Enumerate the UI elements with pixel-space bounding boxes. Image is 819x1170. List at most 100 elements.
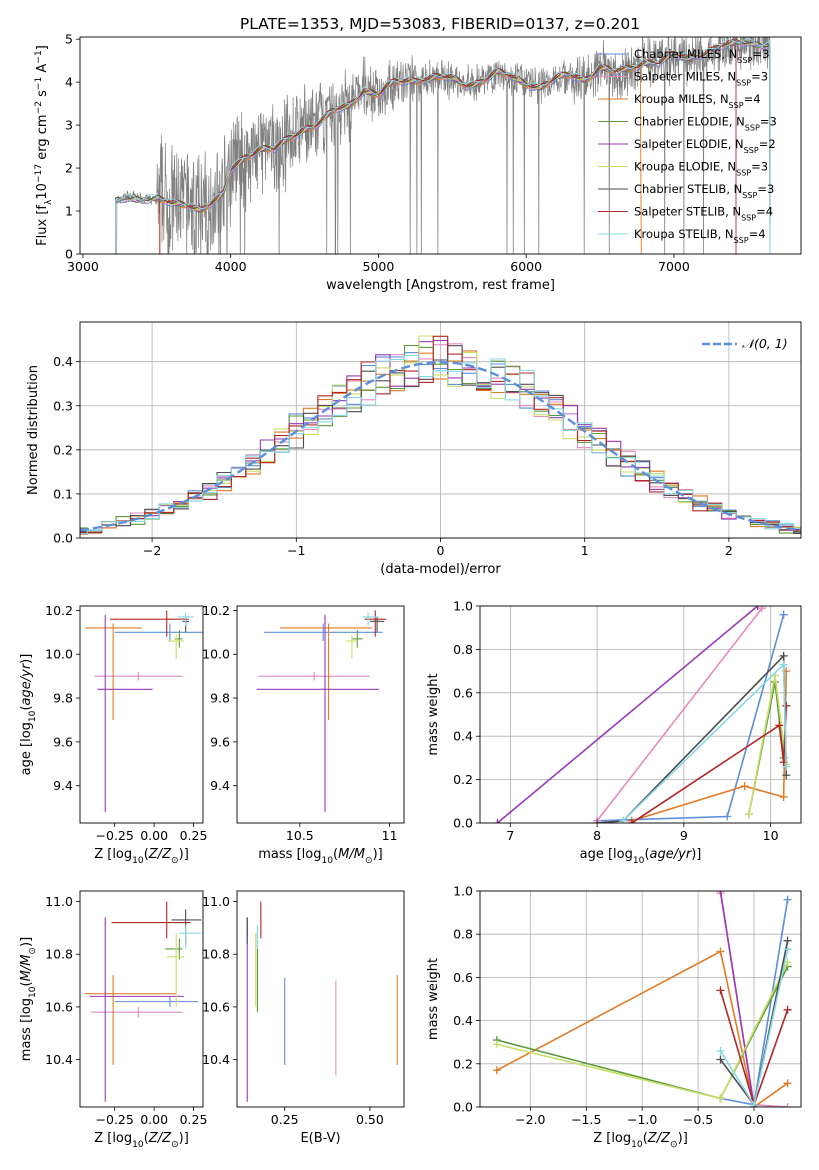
axes-frame [236,890,405,1108]
y-tick-label: 10.8 [202,947,230,962]
observed-spectrum [116,37,771,254]
y-tick-label: 9.6 [53,734,73,749]
y-tick-label: 10.6 [45,999,73,1014]
series-marker [783,1005,792,1014]
figure-title: PLATE=1353, MJD=53083, FIBERID=0137, z=0… [240,15,640,33]
x-tick-label: −2 [143,543,161,558]
errorbar-kroupa-miles [84,975,177,1065]
mass-vs-ebv-panel: 0.25 0.50 10.4 10.6 10.8 11.0 E(B-V) [202,890,405,1146]
series-marker [740,782,749,791]
axes-frame [236,605,405,824]
series-marker [716,986,725,995]
model-spectrum-salpeter-stelib [159,39,737,254]
errorbar-kroupa-elodie [166,933,185,1007]
x-tick-label: 0 [437,543,445,558]
x-tick-label: 5000 [363,259,395,274]
y-tick-label: 0.8 [453,642,473,657]
x-tick-label: −0.25 [96,1112,134,1127]
y-tick-label: 0.4 [53,354,73,369]
y-tick-label: 0.6 [453,685,473,700]
series-kroupa-stelib [716,945,792,1107]
errorbar-chabrier-elodie [351,630,363,648]
series-marker [593,819,602,823]
x-axis-label: wavelength [Angstrom, rest frame] [326,278,555,293]
y-tick-label: 0.8 [453,927,473,942]
series-marker [783,1103,792,1107]
y-tick-label: 1 [65,204,73,219]
series-marker [716,1046,725,1055]
x-tick-label: −1 [287,543,305,558]
y-tick-label: 9.6 [210,734,230,749]
x-tick-label: 0.00 [140,828,168,843]
series-marker [779,792,788,801]
legend-entry: Salpeter MILES, NSSP=3 [634,70,768,88]
series-marker [779,651,788,660]
errorbar-chabrier-miles [114,996,199,1007]
x-tick-label: 0.50 [356,1112,384,1127]
histogram-chabrier-elodie [80,344,801,534]
axes-frame [79,605,204,824]
y-tick-label: 10.4 [45,1052,73,1067]
legend-entry: Kroupa MILES, NSSP=4 [634,92,761,110]
y-tick-label: 10.2 [202,603,230,618]
series-marker [716,1094,725,1103]
series-marker [744,810,753,819]
y-tick-label: 0 [65,247,73,262]
y-tick-label: 9.8 [53,691,73,706]
x-tick-label: 7 [506,828,514,843]
series-marker [757,606,766,613]
series-marker [716,891,725,895]
axes-frame [79,890,204,1108]
y-tick-label: 0.0 [453,816,473,831]
y-axis-label: mass [log10(M/M⊙)] [19,937,38,1061]
line-plot-area [492,891,792,1107]
errorbar-salpeter-elodie [97,614,153,813]
x-tick-label: 10.5 [286,828,314,843]
series-marker [783,1079,792,1088]
x-tick-label: 2 [725,543,733,558]
series-line [496,606,759,823]
y-tick-label: 9.4 [53,778,73,793]
series-line [719,891,755,1107]
errorbar-salpeter-stelib [109,610,189,637]
errorbar-plot-area [256,610,387,813]
x-axis-label: Z [log10(Z/Z⊙)] [593,1131,688,1150]
series-marker [783,945,792,954]
series-kroupa-elodie [492,958,792,1103]
y-tick-label: 10.8 [45,947,73,962]
y-tick-label: 10.2 [45,603,73,618]
y-tick-label: 3 [65,118,73,133]
x-axis-label: (data-model)/error [380,562,501,577]
age-vs-metallicity-panel: −0.25 0.00 0.25 9.4 9.6 9.8 10.0 10.2 Z [log10(Z… [19,603,208,866]
legend-entry: Kroupa STELIB, NSSP=4 [634,227,766,245]
y-axis-label: mass weight [426,958,441,1040]
errorbar-plot-area [84,610,203,813]
y-tick-label: 0.2 [453,772,473,787]
model-spectrum-kroupa-stelib [115,38,771,254]
axes-frame [479,890,802,1108]
x-axis-label: Z [log10(Z/Z⊙)] [94,847,189,866]
y-tick-label: 10.0 [45,647,73,662]
errorbar-kroupa-miles [84,623,142,720]
legend-entry: Chabrier MILES, NSSP=3 [634,47,769,65]
y-tick-label: 10.4 [202,1052,230,1067]
x-tick-label: 4000 [215,259,247,274]
x-axis-label: age [log10(age/yr)] [580,847,702,866]
series-marker [775,721,784,730]
mass-weight-vs-age-panel: 7 8 9 10 0.0 0.2 0.4 0.6 0.8 1.0 age [log10(age/yr… [426,599,802,866]
errorbar-salpeter-stelib [111,901,191,939]
y-tick-label: 9.8 [210,691,230,706]
y-tick-label: 11.0 [202,894,230,909]
series-marker [783,936,792,945]
series-marker [782,771,791,780]
y-tick-label: 11.0 [45,894,73,909]
x-tick-label: 0.25 [180,828,208,843]
series-salpeter-elodie [493,606,762,823]
mass-weight-vs-metallicity-panel: −2.0 −1.5 −1.0 −0.5 0.0 0.0 0.2 0.4 0.6 0.8 1.0 Z [… [426,884,802,1150]
errorbar-kroupa-stelib [362,612,379,626]
y-tick-label: 0.0 [53,531,73,546]
x-tick-label: 10 [763,828,779,843]
errorbar-kroupa-stelib [179,925,202,949]
axes-frame [479,605,802,824]
histogram-chabrier-stelib [80,345,801,534]
